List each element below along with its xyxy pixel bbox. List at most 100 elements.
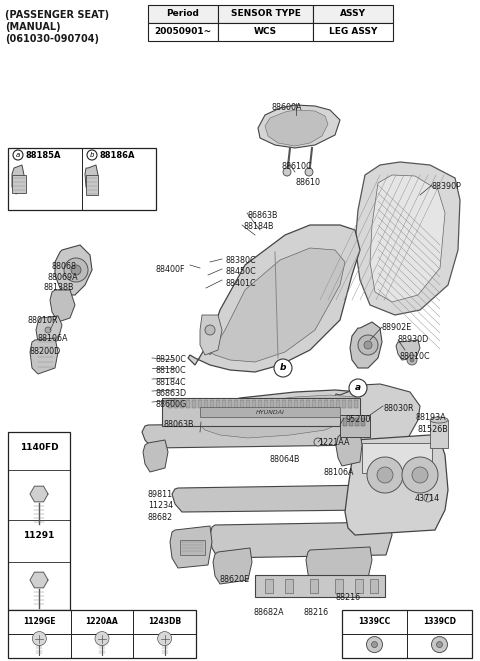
Polygon shape [36,316,62,348]
Bar [204,400,208,408]
Bar [148,23,218,41]
Text: 88401C: 88401C [225,279,256,288]
Bar [276,400,280,408]
Text: 81526B: 81526B [418,425,449,434]
Text: 1221AA: 1221AA [318,438,349,447]
Text: 95200: 95200 [345,415,371,424]
Polygon shape [258,105,340,148]
Bar [348,400,352,408]
Text: 88010C: 88010C [400,352,431,361]
Bar [288,400,292,408]
Bar [361,418,365,426]
Ellipse shape [430,417,448,423]
Circle shape [432,637,447,652]
Text: 88193A: 88193A [415,413,445,422]
Polygon shape [172,485,378,512]
Bar [180,540,205,555]
Bar [343,418,347,426]
Circle shape [377,467,393,483]
Text: 88216: 88216 [303,608,328,617]
Text: 88106A: 88106A [37,334,68,343]
Polygon shape [55,245,92,295]
Bar [200,407,340,417]
Bar [228,400,232,408]
Bar [306,400,310,408]
Bar [265,579,273,593]
Bar [168,400,172,408]
Polygon shape [50,290,75,322]
Bar [258,400,262,408]
Circle shape [87,150,97,160]
Text: b: b [280,364,286,373]
Circle shape [157,631,172,646]
Text: ASSY: ASSY [340,9,366,19]
Polygon shape [336,432,362,466]
Polygon shape [180,390,375,445]
Circle shape [95,631,109,646]
Text: 88184C: 88184C [155,378,186,387]
Bar [355,418,359,426]
Bar [310,579,318,593]
Bar [255,575,385,597]
Bar [210,400,214,408]
Text: HYUNDAI: HYUNDAI [255,410,285,416]
Polygon shape [306,547,372,582]
Polygon shape [142,422,368,448]
Bar [240,400,244,408]
Polygon shape [85,165,98,194]
Bar [342,610,472,658]
Text: (MANUAL): (MANUAL) [5,22,60,32]
Polygon shape [30,572,48,588]
Bar [342,400,346,408]
Text: 1140FD: 1140FD [20,444,58,453]
Text: (061030-090704): (061030-090704) [5,34,99,44]
Bar [370,579,378,593]
Text: 88250C: 88250C [155,355,186,364]
Bar [264,400,268,408]
Polygon shape [213,548,252,584]
Circle shape [314,438,322,446]
Text: LEG ASSY: LEG ASSY [329,28,377,36]
Text: 1339CD: 1339CD [423,617,456,627]
Text: 88068: 88068 [52,262,77,271]
Text: 11234: 11234 [148,501,173,510]
Text: 1339CC: 1339CC [359,617,391,627]
Bar [355,579,363,593]
Text: 88106A: 88106A [324,468,355,477]
Text: 88200D: 88200D [29,347,60,356]
Circle shape [274,359,292,377]
Bar [318,400,322,408]
Text: 88682: 88682 [148,513,173,522]
Circle shape [367,637,383,652]
Text: 88216: 88216 [336,593,361,602]
Bar [12,175,26,193]
Text: 86863B: 86863B [248,211,278,220]
Text: 88450C: 88450C [225,267,256,276]
Text: b: b [90,152,94,158]
Polygon shape [30,486,48,502]
Polygon shape [345,435,448,535]
Circle shape [364,341,372,349]
Bar [174,400,178,408]
Bar [312,400,316,408]
Polygon shape [30,338,58,374]
Text: 88600G: 88600G [155,400,186,409]
Circle shape [45,327,51,333]
Text: a: a [355,383,361,393]
Text: 43714: 43714 [415,494,440,503]
Text: 88030R: 88030R [383,404,413,413]
Text: 1129GE: 1129GE [23,617,56,627]
Text: a: a [16,152,20,158]
Polygon shape [200,395,360,438]
Bar [218,5,313,23]
Text: 88610C: 88610C [282,162,312,171]
Polygon shape [12,165,24,194]
Bar [8,148,156,210]
Text: 88610: 88610 [296,178,321,187]
Circle shape [436,642,443,648]
Bar [282,400,286,408]
Bar [362,443,432,473]
Circle shape [367,457,403,493]
Bar [218,23,313,41]
Text: WCS: WCS [254,28,277,36]
